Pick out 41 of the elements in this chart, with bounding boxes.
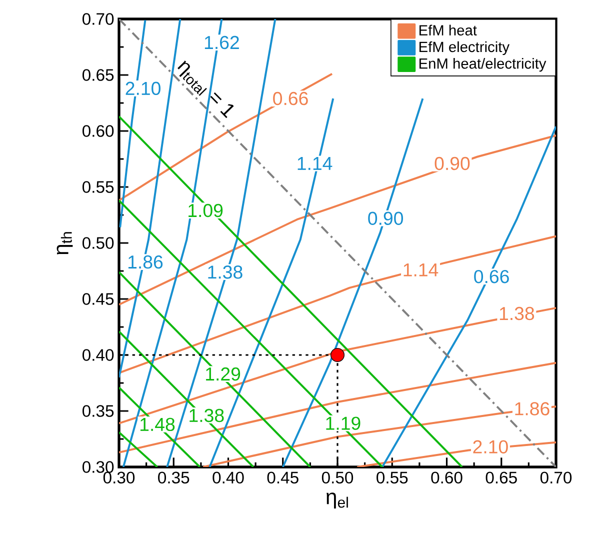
y-tick-label: 0.45 xyxy=(82,293,114,305)
y-tick-label: 0.35 xyxy=(82,405,114,417)
y-tick-label: 0.50 xyxy=(82,237,114,249)
annotation: 0.90 xyxy=(434,156,470,170)
x-tick-label: 0.55 xyxy=(376,472,408,484)
y-tick-label: 0.55 xyxy=(82,181,114,193)
annotation: 1.38 xyxy=(500,306,534,320)
annotation: 1.29 xyxy=(206,367,240,381)
y-tick-label: 0.65 xyxy=(82,69,114,81)
annotation: 1.38 xyxy=(190,408,224,422)
y-tick-label: 0.70 xyxy=(82,13,114,25)
x-tick-label: 0.30 xyxy=(103,472,135,484)
annotation: 1.14 xyxy=(298,157,332,170)
x-tick-label: 0.65 xyxy=(486,472,517,484)
annotation: 2.10 xyxy=(126,82,160,96)
annotation: 0.66 xyxy=(474,270,509,284)
annotation: 1.86 xyxy=(128,255,163,269)
legend-label: EfM electricity xyxy=(420,41,510,56)
annotation: 2.10 xyxy=(473,440,508,454)
x-tick-label: 0.45 xyxy=(267,472,298,484)
y-tick-label: 0.40 xyxy=(82,349,114,361)
x-tick-label: 0.50 xyxy=(322,472,354,484)
legend-label: EnM heat/electricity xyxy=(420,58,546,72)
x-axis-title: η$_{el}$ xyxy=(326,492,348,509)
y-tick-label: 0.60 xyxy=(82,125,114,137)
annotation: 1.14 xyxy=(404,263,438,276)
annotation: 0.66 xyxy=(273,92,308,106)
annotation: 1.38 xyxy=(208,265,242,279)
x-tick-label: 0.60 xyxy=(431,472,462,484)
legend-label: EfM heat xyxy=(420,24,477,36)
annotation: 1.48 xyxy=(140,418,175,432)
x-tick-label: 0.70 xyxy=(540,472,572,484)
annotation: 1.09 xyxy=(188,204,223,218)
x-tick-label: 0.35 xyxy=(158,472,190,484)
y-tick-label: 0.30 xyxy=(82,461,114,473)
annotation: 1.62 xyxy=(204,36,239,50)
annotation: 0.90 xyxy=(368,212,404,225)
annotation: 1.19 xyxy=(326,416,360,430)
y-axis-title: η$_{th}$ xyxy=(56,232,73,254)
x-tick-label: 0.40 xyxy=(212,472,244,484)
annotation: 1.86 xyxy=(515,402,550,416)
